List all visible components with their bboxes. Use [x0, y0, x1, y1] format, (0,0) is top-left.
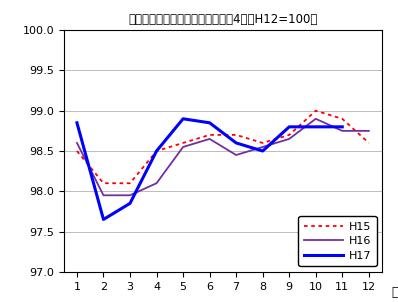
H16	[367, 129, 371, 133]
H17	[340, 125, 345, 129]
H17	[287, 125, 292, 129]
H15	[260, 141, 265, 145]
X-axis label: 月: 月	[391, 286, 398, 299]
H15	[128, 182, 133, 185]
H15	[367, 141, 371, 145]
H15	[181, 141, 185, 145]
H17	[181, 117, 185, 120]
H16	[154, 182, 159, 185]
H16	[128, 194, 133, 197]
H16	[313, 117, 318, 120]
H17	[260, 149, 265, 153]
H15	[207, 133, 212, 137]
Legend: H15, H16, H17: H15, H16, H17	[298, 216, 377, 266]
H16	[207, 137, 212, 141]
H15	[234, 133, 238, 137]
H16	[74, 141, 79, 145]
H15	[74, 149, 79, 153]
H16	[340, 129, 345, 133]
H15	[340, 117, 345, 120]
H17	[101, 218, 106, 221]
Line: H16: H16	[77, 119, 369, 195]
Line: H15: H15	[77, 111, 369, 183]
H16	[260, 145, 265, 149]
H17	[128, 201, 133, 205]
Title: 生鮮食品を除く総合指数の動き　4市（H12=100）: 生鮮食品を除く総合指数の動き 4市（H12=100）	[128, 13, 318, 26]
H16	[287, 137, 292, 141]
H17	[207, 121, 212, 125]
H17	[234, 141, 238, 145]
H15	[101, 182, 106, 185]
H17	[74, 121, 79, 125]
H16	[234, 153, 238, 157]
H17	[154, 149, 159, 153]
H17	[313, 125, 318, 129]
H16	[101, 194, 106, 197]
Line: H17: H17	[77, 119, 342, 220]
H15	[313, 109, 318, 113]
H15	[154, 149, 159, 153]
H16	[181, 145, 185, 149]
H15	[287, 133, 292, 137]
